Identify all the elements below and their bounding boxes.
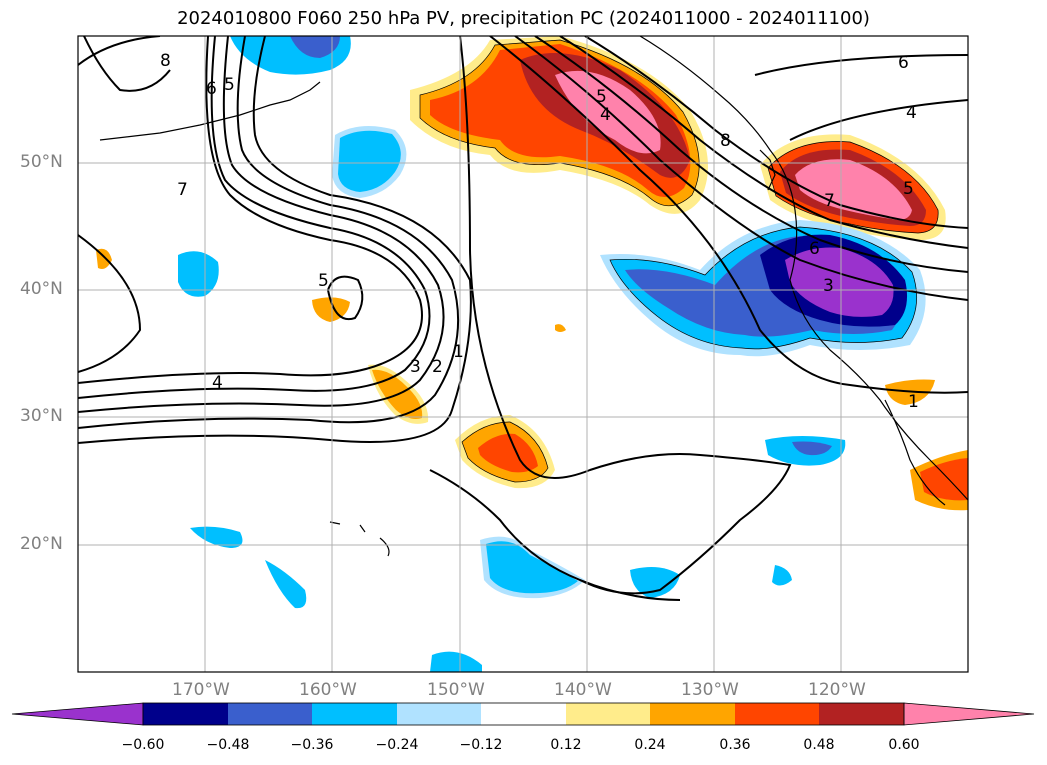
lon-label: 160°W: [299, 680, 357, 700]
colorbar-tick-label: 0.12: [550, 737, 582, 753]
gridlines: [78, 36, 968, 672]
lon-label: 140°W: [554, 680, 612, 700]
colorbar-max-extension: [903, 702, 1035, 726]
colorbar-tick-label: −0.48: [206, 737, 250, 753]
colorbar-segment: [397, 703, 481, 725]
lat-label: 40°N: [20, 279, 63, 299]
contour-label: 6: [809, 239, 820, 259]
contour-label: 7: [177, 180, 188, 200]
colorbar-segment: [819, 703, 904, 725]
contour-label: 3: [410, 357, 421, 377]
contour-label: 1: [908, 392, 919, 412]
contour-label: 5: [903, 179, 914, 199]
contour-label: 1: [453, 342, 464, 362]
contour-label: 7: [824, 191, 835, 211]
contour-label: 8: [720, 131, 731, 151]
contour-label: 3: [823, 276, 834, 296]
precip-outlines: [419, 39, 939, 483]
colorbar: [11, 702, 1035, 726]
contour-label: 4: [906, 103, 917, 123]
figure-title: 2024010800 F060 250 hPa PV, precipitatio…: [177, 8, 870, 29]
contour-label: 8: [160, 51, 171, 71]
colorbar-tick-label: 0.48: [803, 737, 835, 753]
lon-label: 150°W: [427, 680, 485, 700]
contour-label: 5: [596, 87, 607, 107]
colorbar-min-extension: [11, 702, 144, 726]
contour-label: 5: [224, 75, 235, 95]
lat-label: 50°N: [20, 152, 63, 172]
colorbar-tick-label: −0.36: [290, 737, 334, 753]
lat-label: 20°N: [20, 534, 63, 554]
colorbar-tick-label: 0.36: [719, 737, 751, 753]
colorbar-segment: [650, 703, 735, 725]
colorbar-segment: [228, 703, 312, 725]
colorbar-tick-label: 0.60: [888, 737, 920, 753]
contour-label: 6: [206, 79, 217, 99]
colorbar-segment: [143, 703, 228, 725]
colorbar-segment: [735, 703, 819, 725]
lon-label: 170°W: [172, 680, 230, 700]
contour-label: 4: [212, 373, 223, 393]
colorbar-tick-label: −0.60: [121, 737, 165, 753]
contour-label: 5: [318, 271, 329, 291]
colorbar-tick-label: −0.12: [459, 737, 503, 753]
contour-label: 6: [898, 53, 909, 73]
contour-labels: 8 6 5 7 5 4 3 2 1 5 4 8 6 4 5 7 6 3 1: [160, 51, 919, 412]
contour-label: 2: [432, 357, 443, 377]
colorbar-segment: [312, 703, 397, 725]
lat-label: 30°N: [20, 406, 63, 426]
lon-label: 120°W: [808, 680, 866, 700]
map-frame: [77, 35, 969, 673]
lon-label: 130°W: [681, 680, 739, 700]
colorbar-segment: [481, 703, 566, 725]
contour-label: 4: [600, 105, 611, 125]
colorbar-segment: [566, 703, 650, 725]
colorbar-tick-label: −0.24: [375, 737, 419, 753]
precip-shading: [96, 36, 968, 672]
colorbar-tick-label: 0.24: [634, 737, 666, 753]
